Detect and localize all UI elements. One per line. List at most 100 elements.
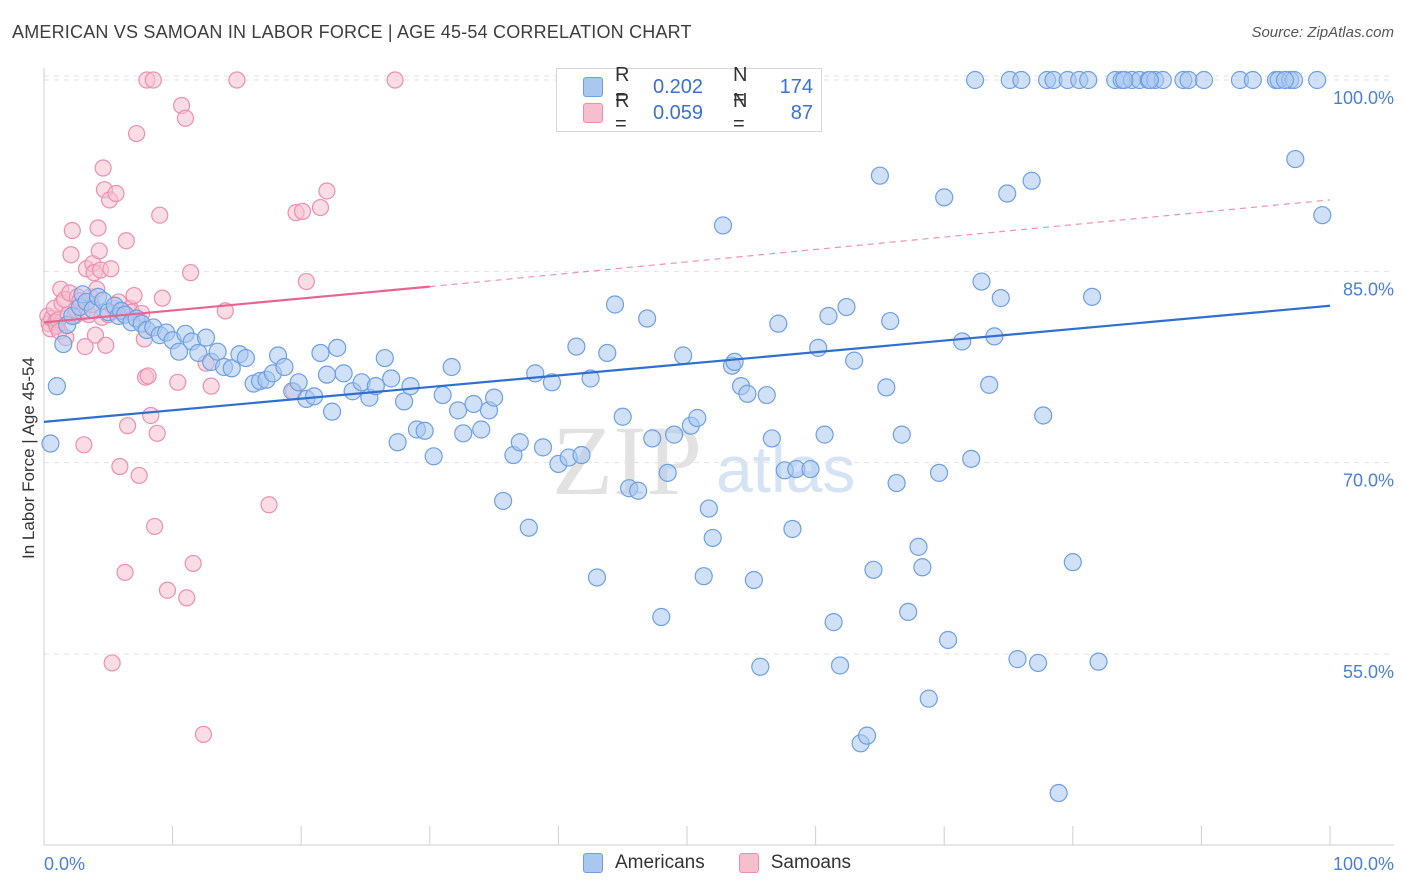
americans-point bbox=[1022, 171, 1041, 190]
samoans-point bbox=[111, 457, 129, 476]
americans-point bbox=[317, 365, 337, 384]
samoans-point bbox=[318, 182, 336, 200]
americans-point bbox=[322, 402, 342, 421]
samoans-point bbox=[297, 272, 315, 291]
americans-point bbox=[311, 343, 330, 363]
americans-point bbox=[275, 357, 294, 377]
samoans-point bbox=[151, 206, 169, 224]
americans-point bbox=[1140, 70, 1160, 90]
americans-point bbox=[375, 348, 394, 368]
americans-point bbox=[394, 392, 414, 411]
americans-point bbox=[54, 334, 73, 354]
americans-point bbox=[1115, 70, 1134, 90]
americans-point bbox=[980, 375, 999, 394]
americans-point bbox=[1308, 70, 1327, 90]
americans-point bbox=[629, 481, 648, 500]
samoans-point bbox=[94, 159, 112, 177]
americans-point bbox=[1082, 287, 1102, 306]
americans-point bbox=[289, 373, 308, 392]
samoans-point bbox=[153, 289, 171, 307]
americans-point bbox=[415, 421, 434, 440]
samoans-point bbox=[148, 424, 166, 442]
americans-point bbox=[1079, 70, 1098, 90]
americans-point bbox=[169, 342, 189, 361]
legend-row-samoans: R = 0.059 N = 87 bbox=[583, 90, 813, 135]
americans-point bbox=[762, 429, 781, 448]
americans-point bbox=[236, 348, 256, 368]
americans-point bbox=[665, 425, 684, 444]
americans-point bbox=[965, 70, 985, 90]
samoans-trendline-extension bbox=[429, 199, 1331, 288]
americans-point bbox=[526, 364, 545, 383]
americans-point bbox=[877, 378, 896, 397]
americans-point bbox=[464, 394, 483, 414]
americans-point bbox=[972, 272, 991, 291]
x-tick-label-min: 0.0% bbox=[44, 854, 85, 874]
samoans-point bbox=[260, 496, 278, 514]
americans-point bbox=[442, 357, 461, 377]
samoans-legend-swatch bbox=[738, 853, 759, 873]
americans-point bbox=[658, 463, 677, 482]
americans-point bbox=[857, 726, 877, 745]
americans-point bbox=[613, 407, 632, 426]
n-label: N = bbox=[733, 64, 748, 109]
americans-point bbox=[643, 429, 662, 448]
americans-point bbox=[738, 384, 757, 403]
source-label: Source: ZipAtlas.com bbox=[1251, 24, 1394, 41]
americans-point bbox=[757, 385, 776, 405]
americans-point bbox=[1313, 206, 1332, 225]
americans-point bbox=[581, 369, 600, 388]
series-legend: Americans Samoans bbox=[583, 852, 885, 874]
x-tick-label-max: 100.0% bbox=[1333, 854, 1394, 874]
americans-point bbox=[824, 613, 843, 632]
samoans-point bbox=[386, 71, 404, 89]
americans-point bbox=[485, 388, 504, 407]
americans-point bbox=[744, 570, 763, 590]
americans-point bbox=[572, 445, 591, 465]
chart-title: AMERICAN VS SAMOAN IN LABOR FORCE | AGE … bbox=[12, 22, 692, 42]
samoans-point bbox=[118, 417, 137, 435]
trendlines bbox=[43, 199, 1331, 423]
samoans-point bbox=[311, 198, 330, 217]
samoans-swatch bbox=[583, 103, 603, 123]
americans-point bbox=[819, 306, 838, 326]
americans-point bbox=[1243, 70, 1262, 90]
samoans-point bbox=[228, 71, 246, 89]
americans-point bbox=[870, 166, 890, 185]
samoans-trendline bbox=[43, 285, 430, 324]
samoans-point bbox=[194, 725, 213, 743]
n-value: 174 bbox=[779, 75, 813, 98]
samoans-point bbox=[75, 436, 93, 454]
americans-point bbox=[909, 537, 928, 556]
samoans-point bbox=[127, 124, 146, 143]
samoans-point bbox=[76, 337, 94, 356]
y-tick-label: 85.0% bbox=[1343, 279, 1394, 299]
americans-point bbox=[454, 424, 473, 443]
americans-point bbox=[1012, 70, 1031, 90]
r-label: R = bbox=[615, 64, 630, 109]
americans-point bbox=[222, 359, 241, 378]
americans-point bbox=[998, 184, 1017, 203]
samoans-point bbox=[117, 232, 135, 250]
americans-point bbox=[688, 408, 707, 428]
samoans-point bbox=[86, 326, 105, 344]
americans-point bbox=[41, 434, 60, 453]
americans-point bbox=[783, 519, 802, 539]
americans-point bbox=[1008, 650, 1027, 669]
americans-point bbox=[830, 656, 850, 675]
samoans-point bbox=[90, 242, 108, 260]
americans-point bbox=[1063, 553, 1082, 572]
americans-point bbox=[587, 568, 607, 587]
legend-item-samoans: Samoans bbox=[738, 852, 851, 874]
americans-point bbox=[864, 560, 883, 579]
americans-point bbox=[598, 343, 617, 363]
samoans-point bbox=[125, 286, 143, 305]
americans-point bbox=[366, 377, 385, 396]
samoans-point bbox=[130, 466, 148, 485]
samoans-point bbox=[178, 589, 196, 607]
americans-point bbox=[991, 289, 1010, 308]
americans-point bbox=[189, 343, 208, 363]
americans-point bbox=[929, 463, 949, 482]
samoans-point bbox=[182, 264, 200, 282]
americans-point bbox=[751, 657, 770, 676]
